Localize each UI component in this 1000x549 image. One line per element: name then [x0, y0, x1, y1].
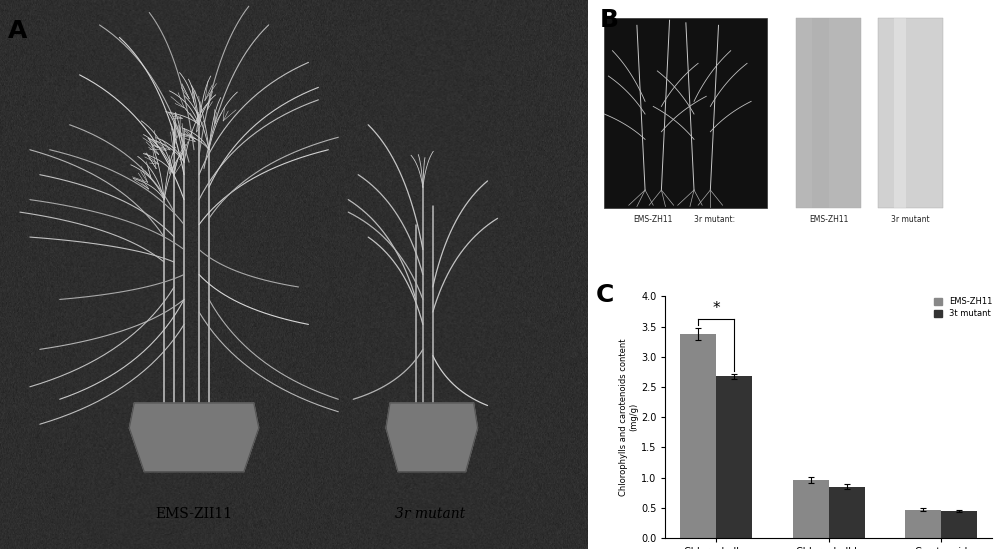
- Bar: [894, 18, 906, 208]
- Bar: [604, 18, 767, 208]
- Bar: [878, 18, 943, 208]
- Text: EMS-ZII11: EMS-ZII11: [155, 507, 233, 521]
- Text: 3r mutant: 3r mutant: [891, 215, 930, 225]
- Polygon shape: [386, 403, 478, 472]
- Text: C: C: [596, 283, 614, 307]
- Text: 3r mutant: 3r mutant: [395, 507, 465, 521]
- Text: A: A: [8, 19, 27, 43]
- Text: B: B: [600, 8, 619, 32]
- Text: 3r mutant:: 3r mutant:: [694, 215, 735, 225]
- Text: EMS-ZH11: EMS-ZH11: [809, 215, 848, 225]
- Bar: [812, 18, 829, 208]
- Polygon shape: [129, 403, 259, 472]
- Bar: [796, 18, 861, 208]
- Text: EMS-ZH11: EMS-ZH11: [634, 215, 673, 225]
